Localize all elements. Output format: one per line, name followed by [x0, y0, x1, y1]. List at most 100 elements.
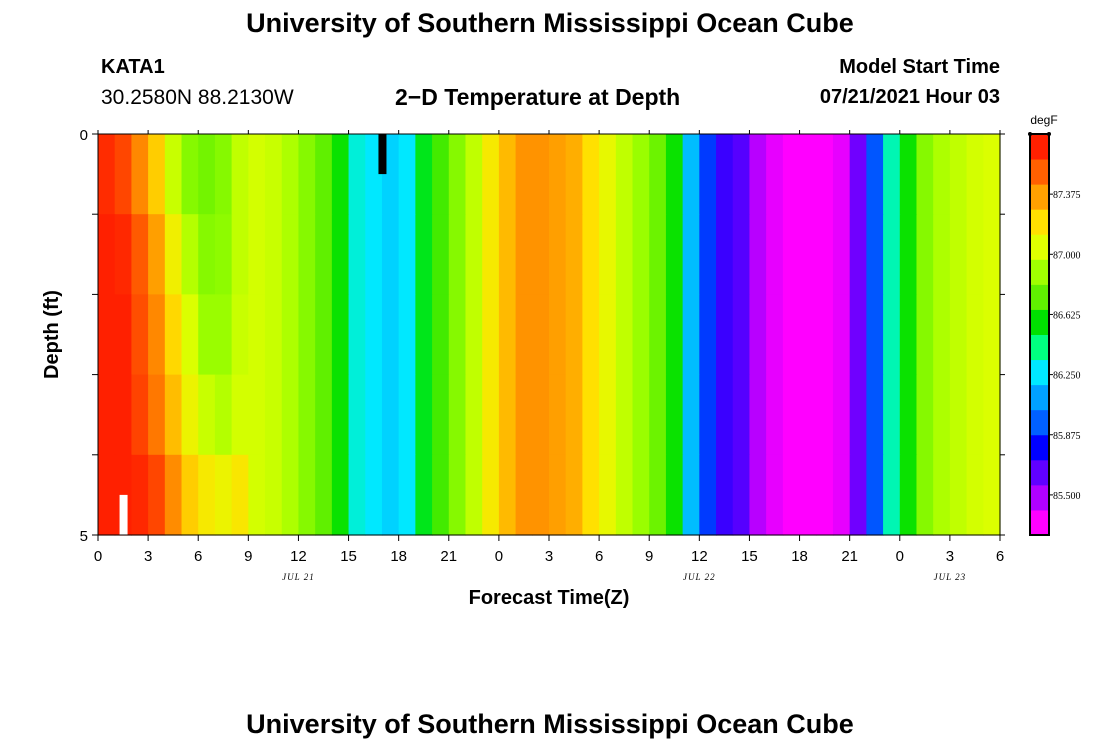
heatmap-cell	[465, 134, 483, 215]
heatmap-cell	[832, 454, 851, 536]
heatmap-cell	[231, 454, 249, 536]
colorbar-frame	[1029, 133, 1050, 536]
y-tick-label: 0	[80, 127, 88, 144]
heatmap-cell	[916, 214, 934, 295]
heatmap-cell	[832, 214, 851, 295]
heatmap-cell	[665, 214, 684, 295]
heatmap-cell	[949, 454, 968, 536]
heatmap-cell	[498, 374, 517, 456]
x-tick-label: 3	[946, 548, 954, 565]
heatmap-cell	[181, 294, 199, 376]
heatmap-cell	[849, 134, 867, 215]
heatmap-cell	[582, 454, 600, 536]
heatmap-cell	[231, 294, 249, 376]
heatmap-cell	[365, 294, 383, 376]
heatmap-cell	[816, 294, 834, 376]
heatmap-cell	[816, 214, 834, 295]
colorbar-segment	[1030, 284, 1049, 310]
heatmap-cell	[315, 214, 333, 295]
colorbar-tick-label: 87.375	[1053, 190, 1081, 201]
heatmap-cell	[148, 294, 166, 376]
date-label: JUL 21	[282, 572, 315, 582]
heatmap-cell	[933, 294, 951, 376]
heatmap-cell	[766, 214, 784, 295]
colorbar-segment	[1030, 484, 1049, 511]
colorbar-segment	[1030, 234, 1049, 260]
heatmap-cell	[114, 134, 132, 215]
heatmap-cell	[716, 374, 734, 456]
heatmap-cell	[348, 134, 366, 215]
heatmap-cell	[816, 454, 834, 536]
heatmap-cell	[699, 294, 717, 376]
heatmap-cell	[398, 214, 416, 295]
heatmap-cell	[231, 374, 249, 456]
heatmap-cell	[482, 454, 500, 536]
heatmap-cell	[599, 134, 617, 215]
heatmap-cell	[465, 294, 483, 376]
colorbar-segment	[1030, 359, 1049, 386]
heatmap-cell	[365, 134, 383, 215]
heatmap-cell	[415, 454, 433, 536]
heatmap-cell	[248, 294, 266, 376]
heatmap-cell	[315, 374, 333, 456]
heatmap-cell	[983, 374, 1001, 456]
heatmap-cell	[281, 294, 300, 376]
heatmap-cell	[549, 454, 567, 536]
heatmap-cell	[248, 214, 266, 295]
heatmap-cell	[265, 374, 283, 456]
heatmap-cell	[682, 294, 700, 376]
heatmap-cell	[632, 294, 650, 376]
heatmap-cell	[766, 294, 784, 376]
heatmap-cell	[565, 374, 583, 456]
heatmap-cell	[782, 374, 801, 456]
heatmap-cell	[883, 454, 901, 536]
heatmap-cell	[949, 294, 968, 376]
heatmap-cell	[615, 214, 634, 295]
heatmap-cell	[98, 294, 116, 376]
heatmap-cell	[933, 134, 951, 215]
heatmap-cell	[949, 214, 968, 295]
heatmap-cell	[214, 454, 233, 536]
heatmap-cell	[632, 134, 650, 215]
heatmap-cell	[849, 454, 867, 536]
x-tick-label: 0	[495, 548, 503, 565]
heatmap-cell	[381, 294, 400, 376]
colorbar-tick-label: 86.250	[1053, 371, 1081, 382]
heatmap-cell	[365, 454, 383, 536]
heatmap-cell	[331, 374, 350, 456]
heatmap-cell	[331, 214, 350, 295]
heatmap-cell	[966, 214, 984, 295]
colorbar-tick-label: 85.500	[1053, 491, 1081, 502]
heatmap-cell	[348, 214, 366, 295]
heatmap-cell	[231, 214, 249, 295]
heatmap-cell	[432, 294, 450, 376]
heatmap-cell	[866, 214, 884, 295]
heatmap-cell	[448, 454, 467, 536]
colorbar-segment	[1030, 509, 1049, 536]
heatmap-cell	[482, 374, 500, 456]
colorbar-segment	[1030, 209, 1049, 235]
heatmap-cell	[465, 454, 483, 536]
heatmap-cell	[432, 374, 450, 456]
model-start-label: Model Start Time	[839, 56, 1000, 78]
heatmap-cell	[114, 294, 132, 376]
heatmap-cell	[699, 454, 717, 536]
heatmap-cell	[749, 454, 767, 536]
heatmap-cell	[649, 374, 667, 456]
x-tick-label: 18	[390, 548, 407, 565]
heatmap-cell	[699, 134, 717, 215]
heatmap-cell	[565, 134, 583, 215]
colorbar-tick-label: 86.625	[1053, 310, 1081, 321]
heatmap-cell	[298, 454, 316, 536]
x-tick-label: 9	[645, 548, 653, 565]
heatmap-cell	[331, 294, 350, 376]
heatmap-cell	[866, 454, 884, 536]
heatmap-cell	[515, 294, 533, 376]
heatmap-cell	[365, 214, 383, 295]
heatmap-cell	[933, 214, 951, 295]
heatmap-cell	[883, 134, 901, 215]
heatmap-cell	[749, 374, 767, 456]
heatmap-cell	[265, 294, 283, 376]
heatmap-cell	[582, 374, 600, 456]
heatmap-cell	[866, 134, 884, 215]
